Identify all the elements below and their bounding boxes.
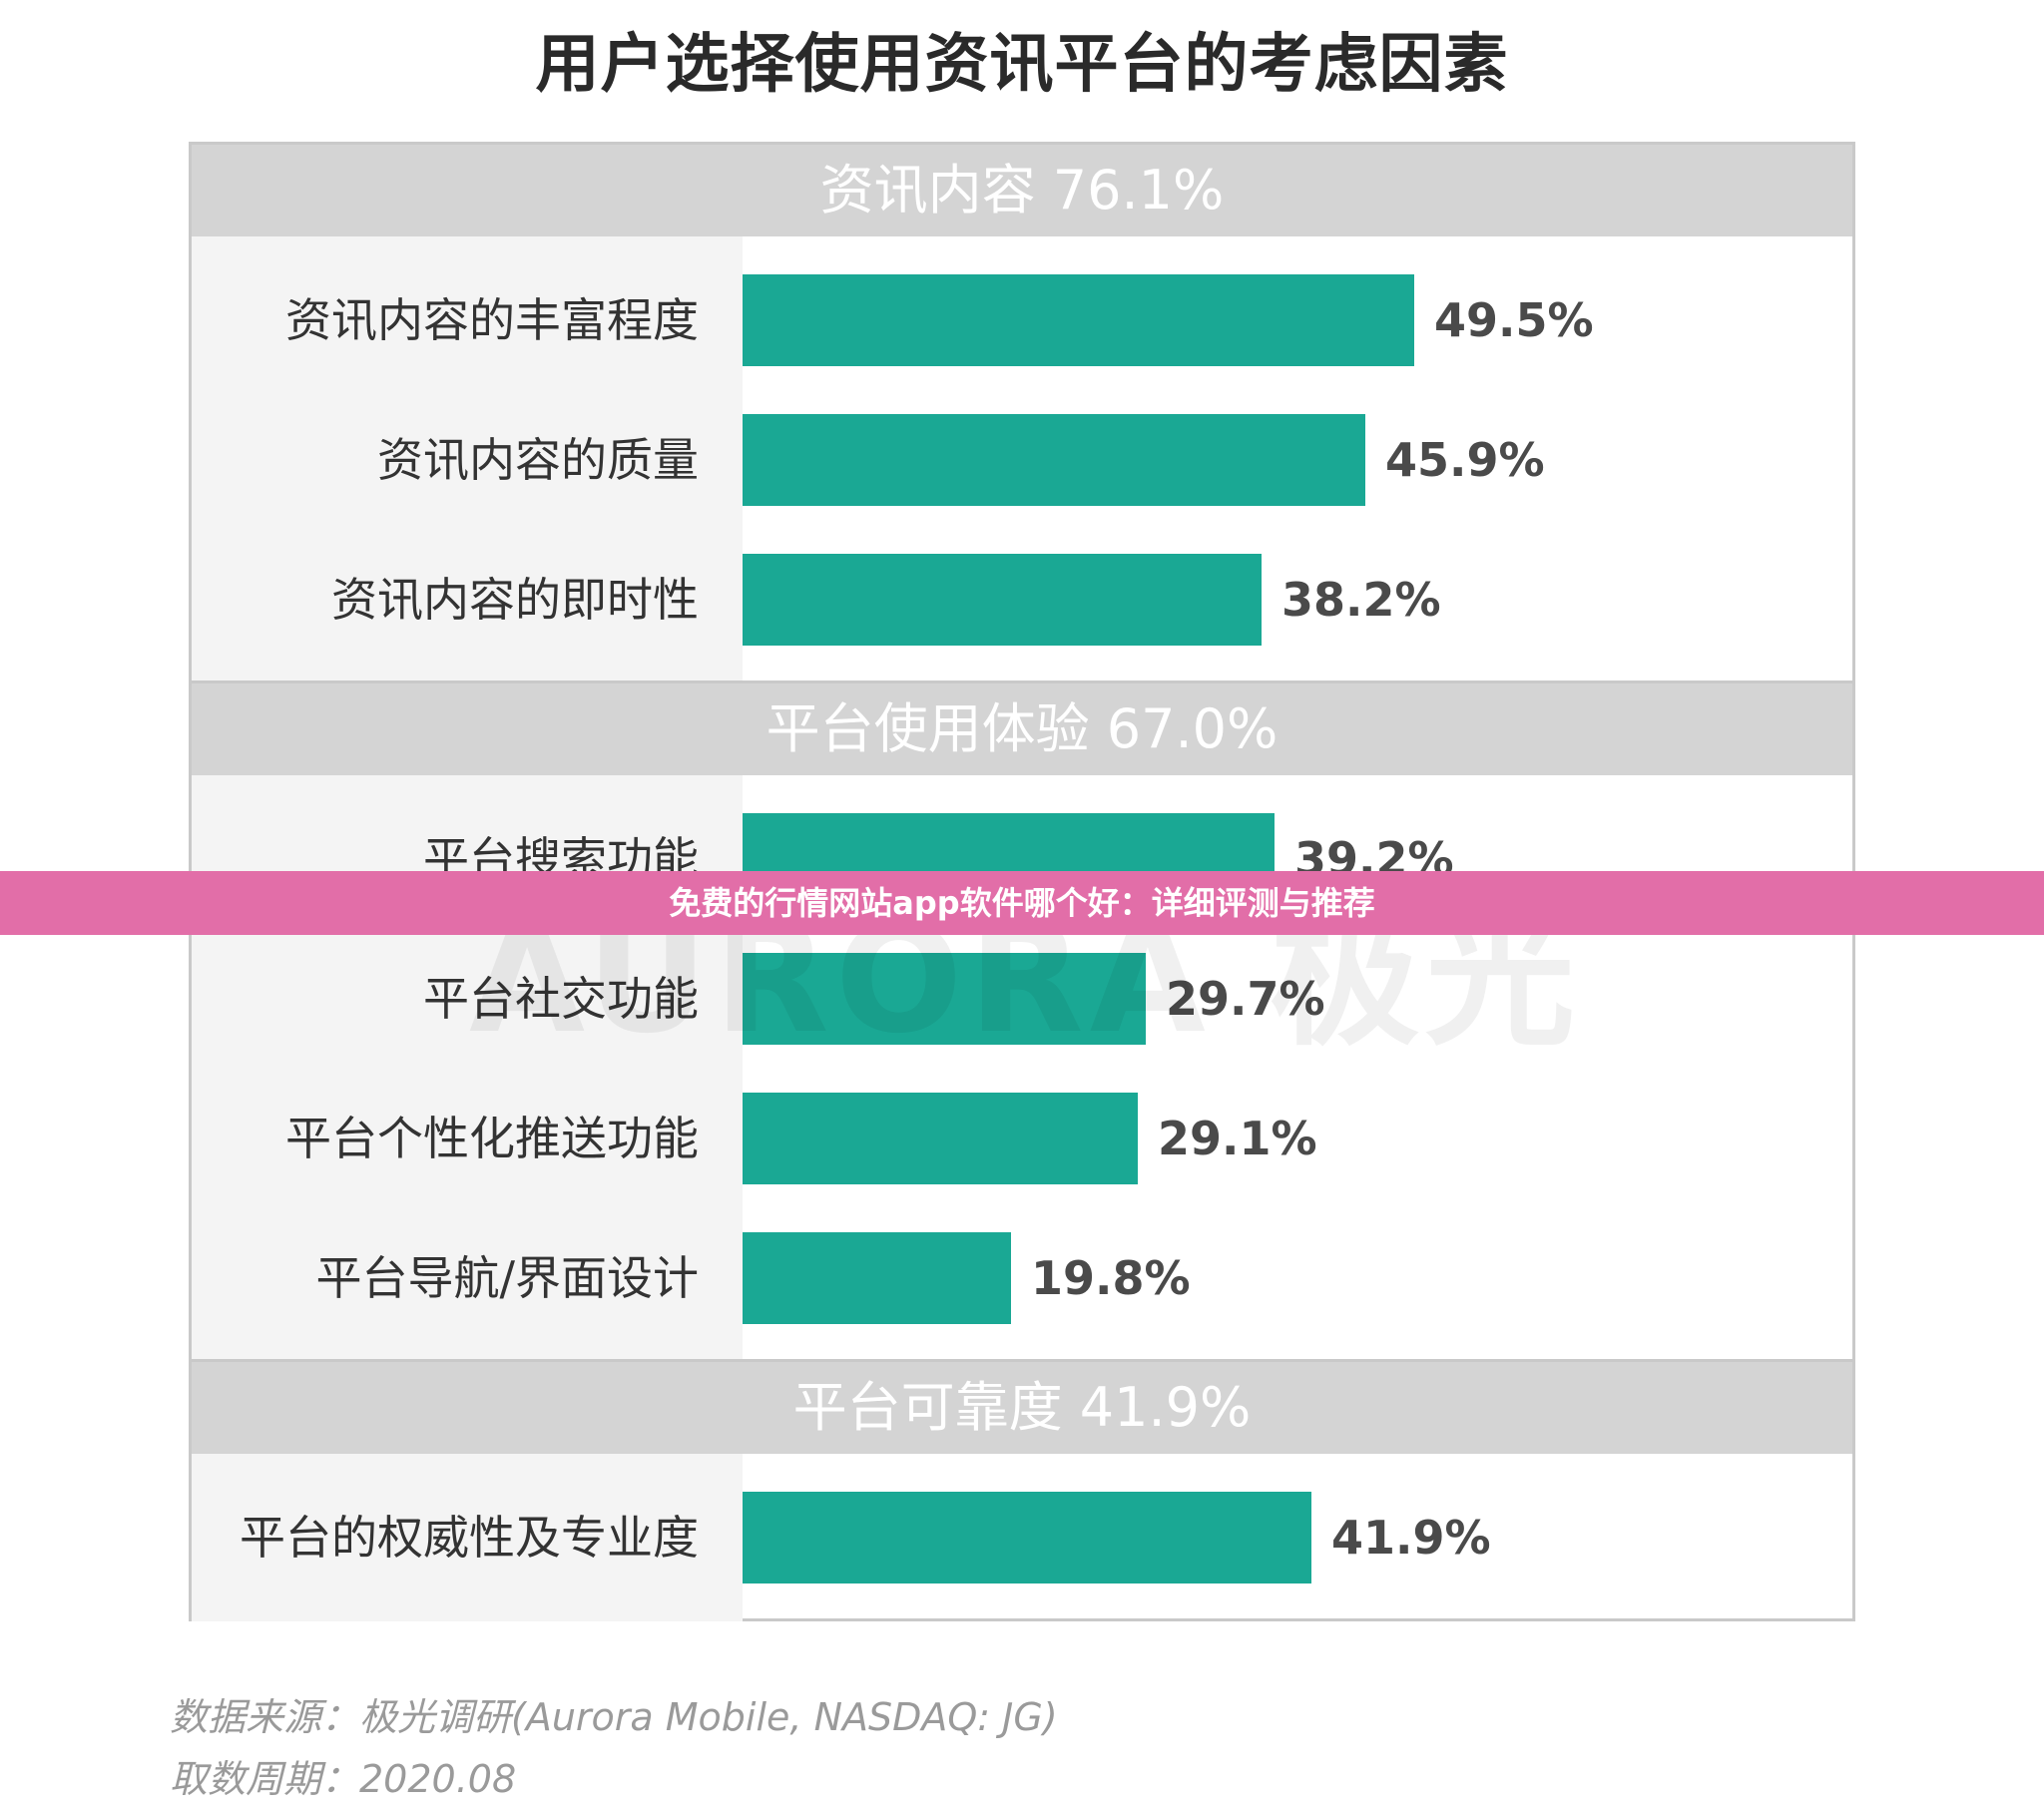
data-label: 19.8% (1031, 1251, 1191, 1305)
data-label: 29.7% (1166, 972, 1325, 1026)
category-label: 平台导航/界面设计 (315, 1251, 700, 1305)
bar (743, 1232, 1011, 1324)
section-header: 平台可靠度 41.9% (192, 1362, 1852, 1454)
data-label: 45.9% (1385, 433, 1545, 487)
bar (743, 554, 1262, 646)
section-divider (192, 680, 1852, 683)
category-label: 平台的权威性及专业度 (240, 1511, 699, 1565)
category-label: 资讯内容的即时性 (331, 573, 699, 627)
date-note: 取数周期：2020.08 (170, 1757, 517, 1801)
bar (743, 414, 1365, 506)
section-header: 平台使用体验 67.0% (192, 683, 1852, 775)
bar (743, 1492, 1311, 1583)
category-label: 资讯内容的丰富程度 (285, 293, 699, 347)
chart-title: 用户选择使用资讯平台的考虑因素 (535, 28, 1509, 102)
data-label: 49.5% (1434, 293, 1594, 347)
section-divider (192, 1359, 1852, 1362)
category-label: 资讯内容的质量 (377, 433, 699, 487)
label-column (192, 236, 743, 683)
banner[interactable]: 免费的行情网站app软件哪个好：详细评测与推荐 (0, 871, 2044, 935)
source-note: 数据来源：极光调研(Aurora Mobile, NASDAQ: JG) (170, 1695, 1058, 1739)
section-header: 资讯内容 76.1% (192, 145, 1852, 236)
bar (743, 1093, 1138, 1184)
bar (743, 953, 1146, 1045)
data-label: 41.9% (1331, 1511, 1491, 1565)
label-column (192, 1454, 743, 1621)
category-label: 平台社交功能 (423, 972, 699, 1026)
category-label: 平台个性化推送功能 (285, 1112, 699, 1165)
data-label: 38.2% (1281, 573, 1441, 627)
bar (743, 274, 1414, 366)
data-label: 29.1% (1158, 1112, 1317, 1165)
